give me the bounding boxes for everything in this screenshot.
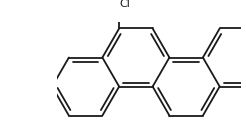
Text: Cl: Cl bbox=[120, 0, 131, 9]
